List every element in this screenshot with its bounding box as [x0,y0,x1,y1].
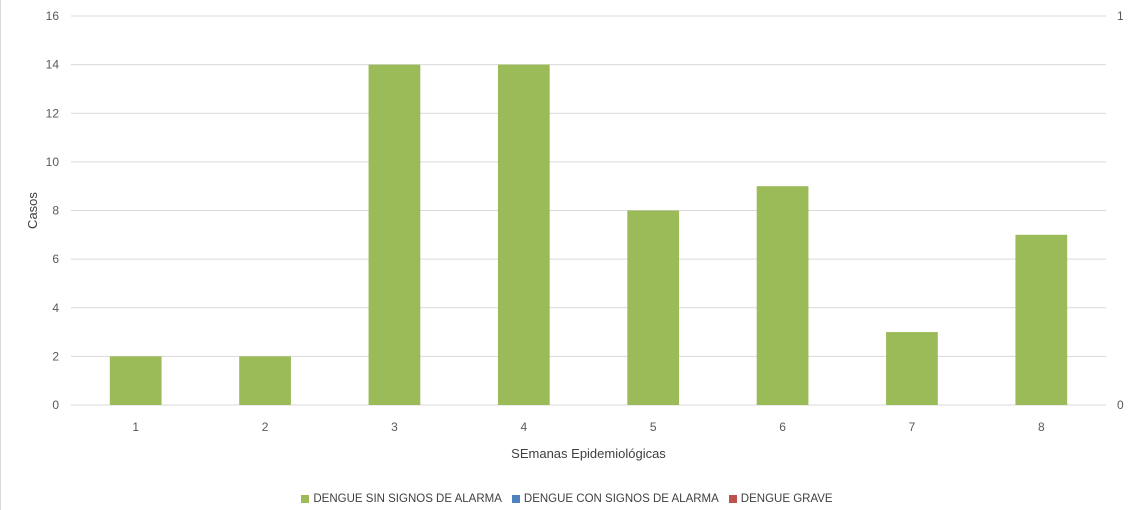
x-tick-label: 8 [1038,420,1045,434]
bars [109,64,1068,405]
legend-swatch [301,495,310,503]
gridlines [71,15,1106,406]
bar [368,64,421,405]
x-tick-label: 6 [779,420,786,434]
legend-item: DENGUE SIN SIGNOS DE ALARMA [301,493,502,505]
legend-label: DENGUE SIN SIGNOS DE ALARMA [313,493,502,505]
y-tick-label: 10 [46,155,60,169]
x-tick-label: 1 [132,420,139,434]
secondary-y-tick-label: 0 [1117,398,1124,412]
bar [756,186,809,405]
legend-swatch [728,495,737,503]
legend-item: DENGUE CON SIGNOS DE ALARMA [511,493,719,505]
y-tick-label: 12 [46,106,60,120]
legend-label: DENGUE GRAVE [740,493,833,505]
x-tick-label: 2 [262,420,269,434]
x-tick-label: 4 [520,420,527,434]
bar [886,332,938,405]
legend-label: DENGUE CON SIGNOS DE ALARMA [523,493,719,505]
y-tick-label: 14 [46,58,60,72]
x-tick-label: 5 [650,420,657,434]
y-tick-label: 2 [52,349,59,363]
x-axis-title: SEmanas Epidemiológicas [511,446,666,461]
y-axis-ticks: 0 2 4 6 8 10 12 14 16 [46,9,60,412]
y-tick-label: 16 [46,9,60,23]
y-tick-label: 8 [52,204,59,218]
bar [1015,234,1068,405]
secondary-y-tick-label: 1 [1117,9,1124,23]
secondary-y-axis-ticks: 01 [1117,9,1124,412]
bar [109,356,162,405]
x-axis-ticks: 1 2 3 4 5 6 7 8 [132,420,1045,434]
x-tick-label: 7 [909,420,916,434]
y-axis-title: Casos [25,192,40,229]
legend-swatch [511,495,520,503]
legend: DENGUE SIN SIGNOS DE ALARMA DENGUE CON SI… [1,493,1132,505]
bar [497,64,550,405]
y-tick-label: 0 [52,398,59,412]
y-tick-label: 4 [52,301,59,315]
bar [239,356,291,405]
y-tick-label: 6 [52,252,59,266]
bar [627,210,680,405]
legend-item: DENGUE GRAVE [728,493,833,505]
x-tick-label: 3 [391,420,398,434]
